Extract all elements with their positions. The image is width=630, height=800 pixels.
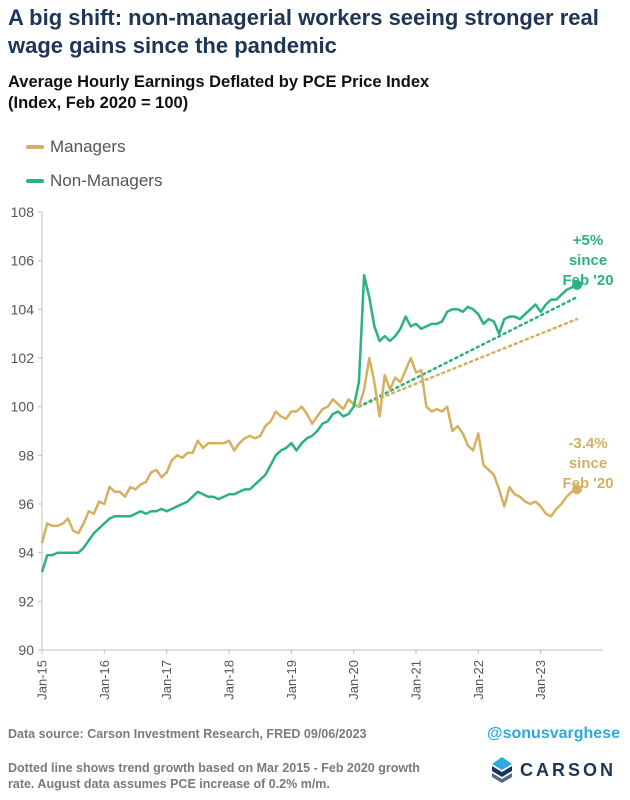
legend-swatch-managers: [26, 145, 44, 149]
annotation-managers-line-1: -3.4%: [568, 435, 607, 452]
axes-layer: 90 92 94 96 98 100 102 104 106 108 Jan-15 Jan-16 Jan…: [11, 204, 603, 700]
carson-brand: CARSON: [492, 757, 616, 783]
y-tick-label: 104: [11, 301, 35, 317]
annotation-managers-line-3: Feb '20: [562, 475, 613, 492]
trend-line-non-managers: [357, 295, 579, 408]
y-tick-label: 94: [18, 545, 34, 561]
series-layer: [40, 274, 583, 573]
carson-logo-icon: [492, 757, 512, 783]
y-tick-label: 90: [18, 642, 34, 658]
series-line-non-managers: [40, 274, 578, 573]
endpoint-marker-non-managers: [572, 280, 583, 290]
line-chart: 90 92 94 96 98 100 102 104 106 108 Jan-15 Jan-16 Jan…: [11, 204, 614, 700]
y-tick-label: 98: [18, 447, 34, 463]
x-tick-label: Jan-16: [97, 660, 112, 700]
chart-title: A big shift: non-managerial workers seei…: [8, 5, 599, 58]
annotation-non-managers-line-3: Feb '20: [562, 272, 613, 289]
y-tick-label: 100: [11, 399, 35, 415]
legend-label-non-managers: Non-Managers: [50, 171, 163, 190]
trend-line-managers: [357, 317, 579, 408]
annotation-managers-line-2: since: [569, 455, 607, 472]
legend-label-managers: Managers: [50, 137, 126, 156]
x-tick-label: Jan-17: [159, 660, 174, 700]
annotation-non-managers-line-1: +5%: [573, 232, 603, 249]
brand-wordmark: CARSON: [520, 759, 617, 780]
endpoint-marker-managers: [572, 484, 583, 495]
data-source-note: Data source: Carson Investment Research,…: [8, 727, 367, 741]
y-tick-label: 102: [11, 350, 35, 366]
trend-layer: [357, 295, 579, 408]
y-tick-label: 96: [18, 496, 34, 512]
x-tick-label: Jan-23: [533, 660, 548, 700]
trend-methodology-note: Dotted line shows trend growth based on …: [8, 761, 420, 791]
x-tick-label: Jan-18: [222, 660, 237, 700]
chart-legend: Managers Non-Managers: [26, 130, 162, 198]
annotation-layer: -3.4% since Feb '20 +5% since Feb '20: [562, 232, 613, 492]
x-tick-label: Jan-19: [284, 660, 299, 700]
x-tick-label: Jan-20: [346, 660, 361, 700]
annotation-non-managers-line-2: since: [569, 252, 607, 269]
legend-item-non-managers: Non-Managers: [26, 164, 162, 198]
legend-swatch-non-managers: [26, 179, 44, 183]
x-tick-label: Jan-22: [471, 660, 486, 700]
legend-item-managers: Managers: [26, 130, 162, 164]
y-tick-label: 92: [18, 593, 34, 609]
subtitle-line-1: Average Hourly Earnings Deflated by PCE …: [8, 73, 430, 91]
author-handle-link[interactable]: @sonusvarghese: [487, 725, 620, 742]
x-tick-label: Jan-15: [35, 660, 50, 700]
series-line-managers: [40, 356, 578, 544]
subtitle-line-2: (Index, Feb 2020 = 100): [8, 94, 189, 112]
x-tick-label: Jan-21: [409, 660, 424, 700]
chart-subtitle: Average Hourly Earnings Deflated by PCE …: [8, 72, 608, 114]
y-tick-label: 106: [11, 253, 35, 269]
y-tick-label: 108: [11, 204, 35, 220]
